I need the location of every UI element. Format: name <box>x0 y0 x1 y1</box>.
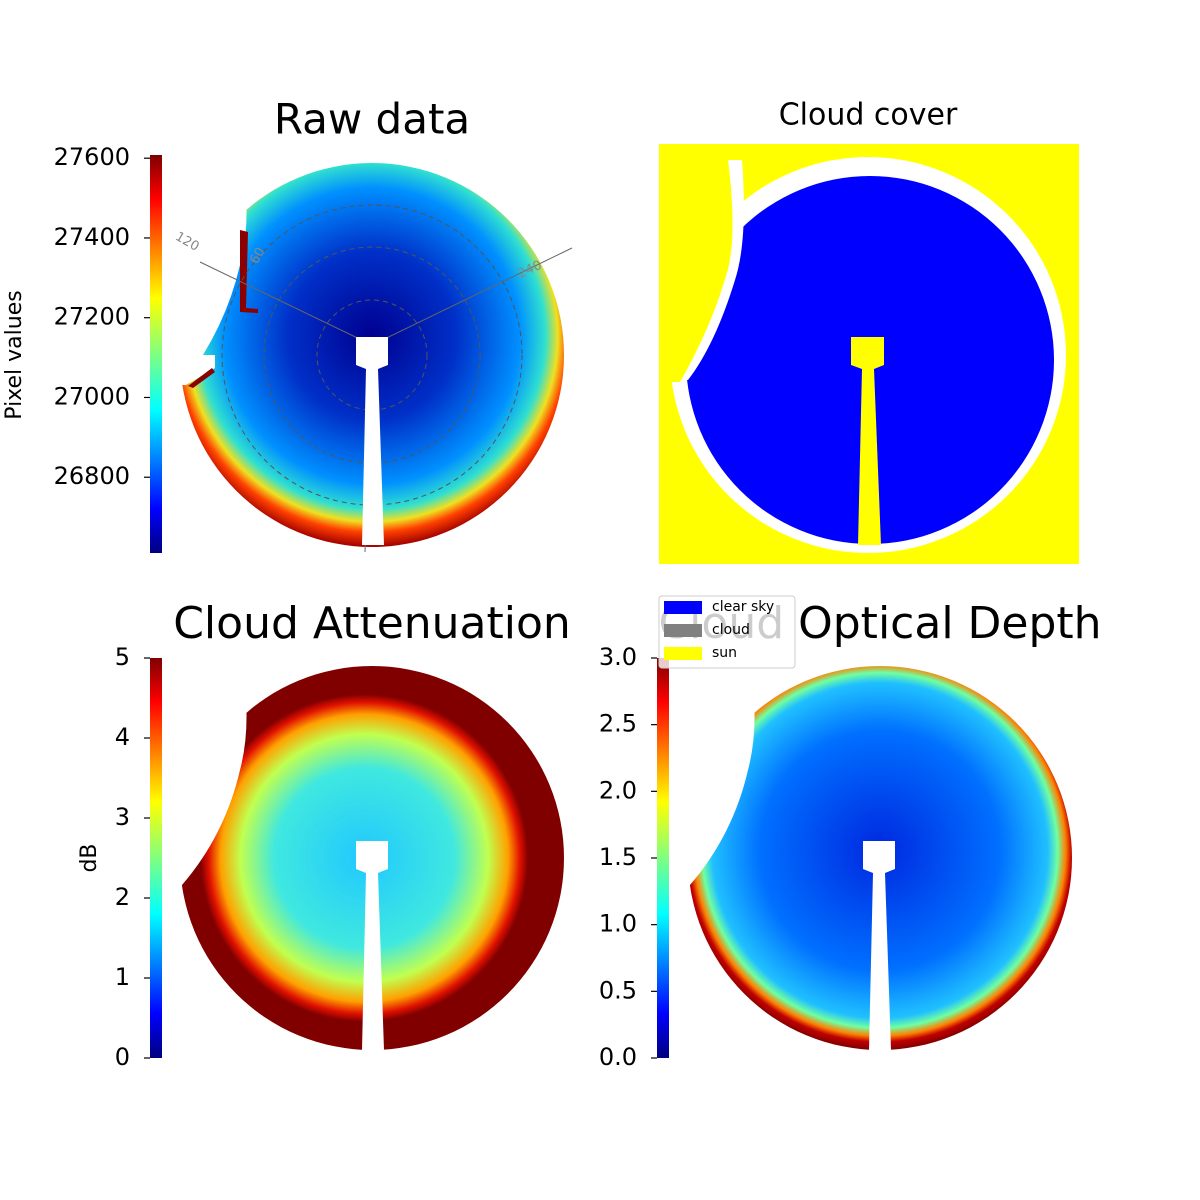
tick-label: 3.0 <box>599 643 637 671</box>
attenuation-image <box>150 658 564 1058</box>
raw-image <box>150 155 573 553</box>
tick-label: 0.5 <box>599 976 637 1004</box>
panel-title: Cloud Attenuation <box>173 598 571 649</box>
colorbar-label: dB <box>77 843 102 872</box>
tick-label: 1 <box>115 963 130 991</box>
tick-label: 0.0 <box>599 1043 637 1071</box>
tick-label: 1.5 <box>599 843 637 871</box>
legend-label: cloud <box>712 622 750 638</box>
legend-label: sun <box>712 645 737 661</box>
tick-label: 27000 <box>54 382 130 410</box>
cloud-cover-image <box>659 144 1079 564</box>
tick-label: 2 <box>115 883 130 911</box>
legend-swatch <box>664 624 702 637</box>
tick-label: 1.0 <box>599 910 637 938</box>
panel-title: Cloud cover <box>779 98 958 133</box>
optical-depth-image <box>657 658 1072 1058</box>
tick-label: 4 <box>115 723 130 751</box>
colorbar-label: Pixel values <box>2 290 27 419</box>
tick-label: 2.0 <box>599 776 637 804</box>
tick-label: 27400 <box>54 223 130 251</box>
tick-label: 0 <box>115 1043 130 1071</box>
polar-label: 60 <box>247 245 268 267</box>
panel-title: Raw data <box>274 95 470 144</box>
legend-swatch <box>664 601 702 614</box>
legend-swatch <box>664 647 702 660</box>
legend-label: clear sky <box>712 599 774 615</box>
tick-label: 27600 <box>54 143 130 171</box>
tick-label: 2.5 <box>599 710 637 738</box>
legend: clear sky cloud sun <box>658 595 796 669</box>
tick-label: 5 <box>115 643 130 671</box>
tick-label: 3 <box>115 803 130 831</box>
tick-label: 26800 <box>54 462 130 490</box>
tick-label: 27200 <box>54 303 130 331</box>
